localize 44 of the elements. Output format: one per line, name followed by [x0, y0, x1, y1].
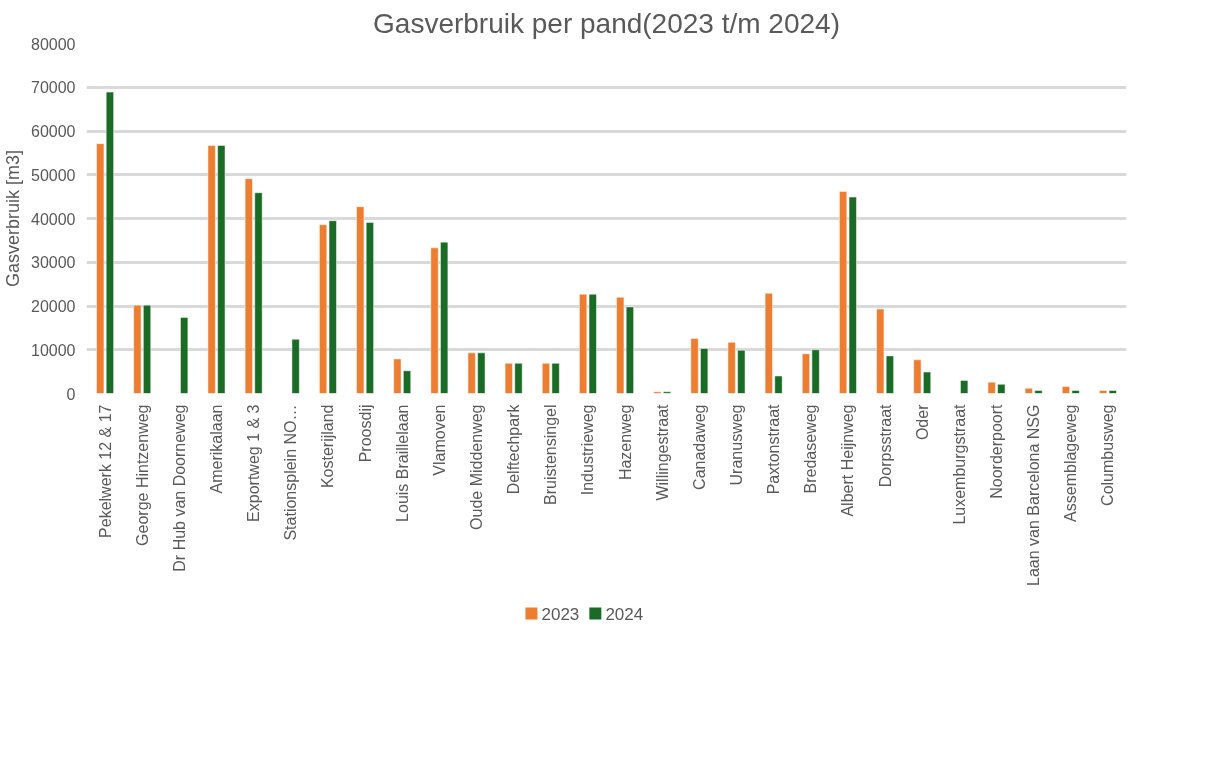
x-tick-label: Canadaweg	[690, 404, 708, 490]
x-tick-label: Amerikalaan	[208, 404, 225, 494]
x-tick-label: Noorderpoort	[988, 403, 1005, 499]
bar	[291, 339, 300, 394]
x-tick-label: Paxtonstraat	[765, 403, 783, 495]
x-tick-label: Columbusweg	[1099, 404, 1117, 506]
chart-title: Gasverbruik per pand(2023 t/m 2024)	[373, 7, 840, 39]
legend-label: 2024	[605, 604, 644, 624]
x-tick-label: Pekelwerk 12 & 17	[96, 404, 114, 538]
x-tick-label: Vlamoven	[430, 404, 448, 476]
y-tick-label: 20000	[31, 298, 76, 315]
x-tick-label: Kosterijland	[319, 404, 337, 489]
x-tick-label: Albert Heijnweg	[839, 404, 857, 517]
x-tick-label: Exportweg 1 & 3	[245, 404, 263, 522]
y-tick-label: 0	[66, 385, 76, 403]
y-tick-label: 70000	[31, 79, 76, 97]
x-tick-label: Industrieweg	[579, 404, 597, 496]
x-tick-label: Luxemburgstraat	[950, 403, 968, 525]
x-tick-label: Uranusweg	[728, 404, 745, 486]
legend-label: 2023	[541, 604, 580, 624]
x-tick-label: Bruistensingel	[542, 404, 560, 505]
bar	[960, 380, 969, 394]
x-tick-label: Stationsplein NO…	[282, 404, 300, 541]
x-tick-label: Oder	[913, 403, 931, 441]
y-tick-label: 60000	[31, 123, 76, 140]
x-tick-label: Oude Middenweg	[468, 404, 485, 530]
y-axis-title: Gasverbruik [m3]	[3, 149, 24, 288]
y-tick-label: 30000	[31, 254, 76, 272]
y-tick-label: 10000	[31, 341, 76, 359]
x-tick-label: Laan van Barcelona NSG	[1025, 404, 1043, 586]
x-tick-label: Hazenweg	[616, 404, 634, 481]
x-tick-label: Louis Braillelaan	[393, 404, 411, 522]
y-tick-label: 40000	[31, 210, 76, 228]
x-tick-label: Proosdij	[356, 404, 374, 463]
y-tick-label: 80000	[31, 35, 76, 53]
x-tick-label: Assemblageweg	[1062, 404, 1080, 522]
x-tick-label: Dorpsstraat	[876, 403, 894, 488]
x-tick-label: Delftechpark	[505, 403, 523, 495]
x-tick-label: Dr Hub van Doorneweg	[170, 404, 188, 572]
x-tick-label: George Hintzenweg	[133, 404, 151, 546]
x-tick-label: Willingestraat	[653, 403, 671, 501]
bar	[180, 317, 189, 394]
x-tick-label: Bredaseweg	[802, 404, 820, 494]
y-tick-label: 50000	[31, 166, 76, 184]
